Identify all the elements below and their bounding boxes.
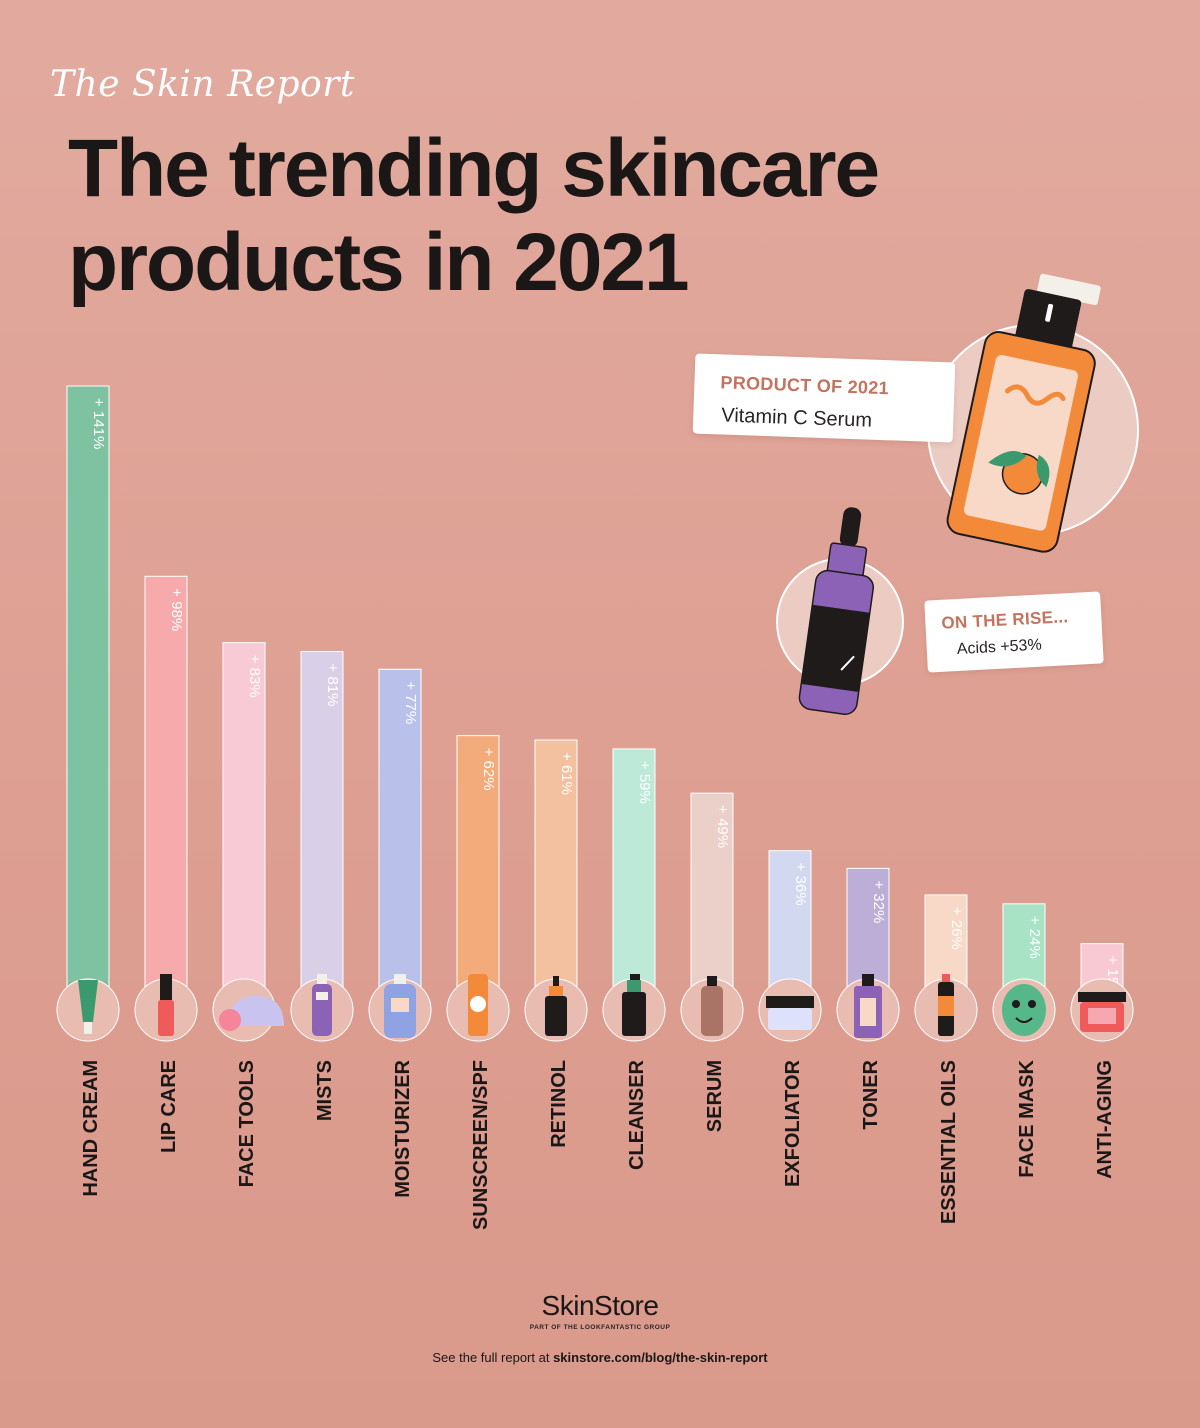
category-label-moisturizer: MOISTURIZER (392, 1059, 414, 1197)
value-label-moisturizer: + 77% (402, 681, 419, 724)
toner-bottle-icon (854, 974, 882, 1038)
callout-product-kicker: PRODUCT OF 2021 (720, 372, 890, 399)
value-label-exfoliator: + 36% (792, 863, 809, 906)
category-label-hand-cream: HAND CREAM (80, 1060, 102, 1197)
sunscreen-tube-icon (468, 974, 488, 1036)
anti-aging-jar-icon (1078, 992, 1126, 1032)
bar-mists (300, 651, 344, 1011)
category-label-serum: SERUM (704, 1060, 726, 1132)
bar-hand-cream (66, 385, 110, 1011)
product-of-year-callout: PRODUCT OF 2021 Vitamin C Serum (692, 353, 956, 443)
on-the-rise-callout: ON THE RISE... Acids +53% (924, 591, 1104, 673)
bar-moisturizer (378, 668, 422, 1011)
brand-name: SkinStore (541, 1290, 659, 1321)
moisturizer-bottle-icon (384, 974, 416, 1038)
mist-bottle-icon (312, 974, 332, 1036)
value-label-serum: + 49% (714, 805, 731, 848)
acids-dropper-illustration (776, 507, 904, 715)
category-label-cleanser: CLEANSER (626, 1059, 648, 1170)
category-label-mists: MISTS (314, 1060, 336, 1121)
title-line-2: products in 2021 (68, 217, 690, 308)
brand-tagline: PART OF THE LOOKFANTASTIC GROUP (529, 1324, 671, 1331)
essential-oil-icon (938, 974, 954, 1036)
category-label-exfoliator: EXFOLIATOR (782, 1059, 804, 1187)
value-label-lip-care: + 98% (168, 588, 185, 631)
category-label-lip-care: LIP CARE (158, 1060, 180, 1153)
report-kicker: The Skin Report (50, 64, 355, 105)
callout-product-text: Vitamin C Serum (720, 404, 873, 432)
footer-prefix: See the full report at (432, 1350, 550, 1365)
bar-sunscreen-spf (456, 735, 500, 1011)
bar-face-tools (222, 642, 266, 1011)
footer-link[interactable]: skinstore.com/blog/the-skin-report (553, 1350, 768, 1365)
value-label-hand-cream: + 141% (90, 398, 107, 449)
title-line-1: The trending skincare (68, 123, 880, 214)
page-title: The trending skincare products in 2021 (68, 122, 880, 310)
category-label-face-mask: FACE MASK (1016, 1059, 1038, 1177)
category-label-sunscreen-spf: SUNSCREEN/SPF (470, 1060, 492, 1230)
value-label-face-tools: + 83% (246, 655, 263, 698)
cleanser-pump-icon (622, 974, 646, 1036)
category-label-toner: TONER (860, 1059, 882, 1129)
category-label-face-tools: FACE TOOLS (236, 1060, 258, 1187)
exfoliator-jar-icon (766, 996, 814, 1030)
vitamin-c-serum-illustration (927, 273, 1139, 553)
value-label-toner: + 32% (870, 880, 887, 923)
bar-serum (690, 792, 734, 1011)
hand-cream-tube-icon (78, 980, 98, 1034)
face-tools-icon (219, 996, 284, 1031)
brand-logo: SkinStore PART OF THE LOOKFANTASTIC GROU… (0, 1290, 1200, 1331)
bar-retinol (534, 739, 578, 1011)
retinol-dropper-icon (545, 976, 567, 1036)
lip-gloss-icon (158, 974, 174, 1036)
value-label-cleanser: + 59% (636, 761, 653, 804)
footer-note: See the full report at skinstore.com/blo… (0, 1350, 1200, 1365)
bar-lip-care (144, 575, 188, 1011)
value-label-retinol: + 61% (558, 752, 575, 795)
category-label-retinol: RETINOL (548, 1060, 570, 1148)
value-label-essential-oils: + 26% (948, 907, 965, 950)
callout-rise-text: Acids +53% (956, 636, 1043, 659)
category-label-essential-oils: ESSENTIAL OILS (938, 1060, 960, 1224)
value-label-mists: + 81% (324, 664, 341, 707)
face-mask-icon (1002, 984, 1046, 1036)
value-label-face-mask: + 24% (1026, 916, 1043, 959)
value-label-sunscreen-spf: + 62% (480, 748, 497, 791)
callout-rise-kicker: ON THE RISE... (940, 607, 1069, 633)
serum-bottle-icon (701, 976, 723, 1036)
bar-cleanser (612, 748, 656, 1011)
category-label-anti-aging: ANTI-AGING (1094, 1060, 1116, 1179)
